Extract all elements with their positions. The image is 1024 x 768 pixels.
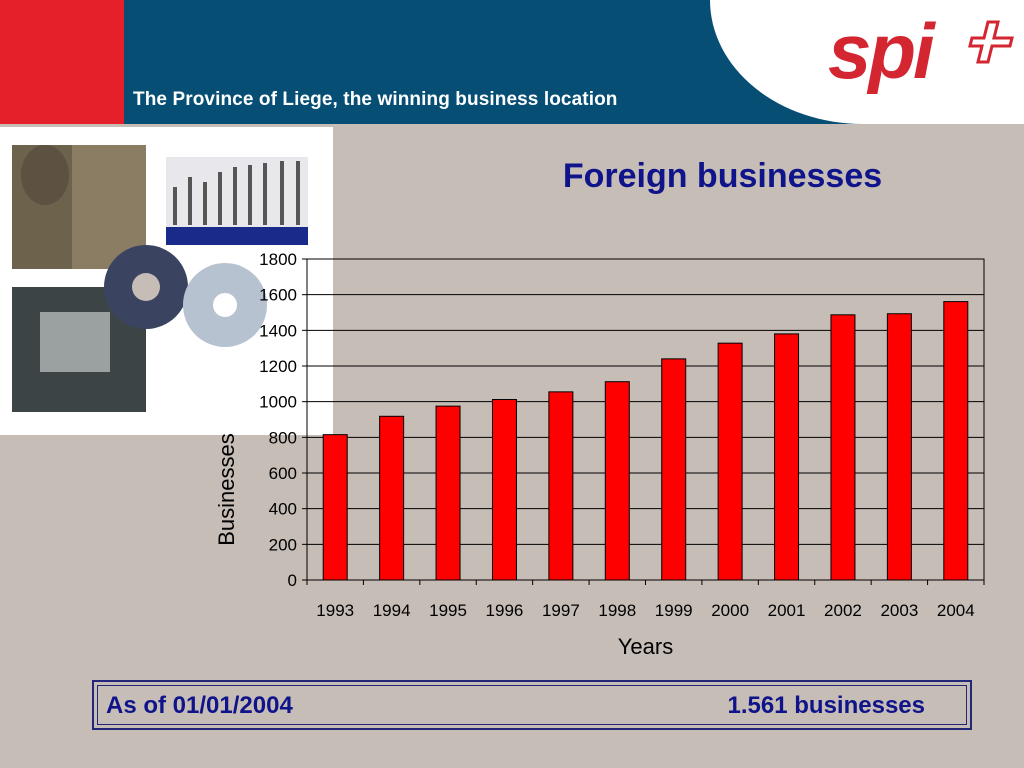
x-tick-label: 1995	[429, 601, 467, 620]
industrial-tools-photo-icon	[12, 145, 308, 412]
x-tick-label: 2003	[880, 601, 918, 620]
bar-2000	[717, 342, 743, 581]
header-red-block	[0, 0, 124, 124]
y-tick-label: 0	[288, 571, 297, 590]
bar-1995	[435, 405, 461, 581]
x-tick-label: 2004	[937, 601, 975, 620]
x-tick-label: 1993	[316, 601, 354, 620]
footer-box: As of 01/01/2004 1.561 businesses	[92, 680, 972, 730]
x-tick-label: 2001	[768, 601, 806, 620]
bar-1998	[604, 381, 630, 581]
y-axis-label: Businesses	[214, 433, 239, 546]
bar-2001	[774, 333, 800, 581]
y-tick-label: 200	[269, 535, 297, 554]
plus-icon	[968, 20, 1014, 64]
bar-1999	[661, 358, 687, 581]
bar-1993	[322, 434, 348, 581]
bar-2003	[886, 313, 912, 581]
y-tick-label: 800	[269, 428, 297, 447]
bar-1994	[379, 415, 405, 581]
bar-1996	[491, 399, 517, 581]
x-tick-label: 1994	[373, 601, 411, 620]
header-banner: The Province of Liege, the winning busin…	[0, 0, 1024, 124]
logo-area: spi	[710, 0, 1024, 124]
y-tick-label: 1000	[259, 393, 297, 412]
x-tick-label: 1997	[542, 601, 580, 620]
y-tick-label: 1600	[259, 286, 297, 305]
x-tick-label: 2000	[711, 601, 749, 620]
y-tick-label: 1800	[259, 250, 297, 269]
plot-area	[306, 258, 985, 581]
header-tagline: The Province of Liege, the winning busin…	[133, 89, 618, 110]
chart-title: Foreign businesses	[562, 157, 883, 195]
footer-date: As of 01/01/2004	[106, 692, 293, 719]
x-tick-label: 2002	[824, 601, 862, 620]
photo-collage	[0, 127, 333, 435]
x-axis-label: Years	[618, 634, 673, 659]
bar-2004	[943, 301, 969, 581]
bar-chart: 0 200 400 600 800 1000 1200 1400 1600 1800 1993 199…	[214, 250, 985, 659]
x-tick-label: 1998	[598, 601, 636, 620]
y-tick-label: 1400	[259, 321, 297, 340]
bar-2002	[830, 314, 856, 581]
x-tick-label: 1996	[486, 601, 524, 620]
footer-total: 1.561 businesses	[727, 692, 925, 719]
spi-logo: spi	[828, 7, 935, 95]
y-tick-label: 1200	[259, 357, 297, 376]
y-tick-label: 400	[269, 500, 297, 519]
bar-1997	[548, 391, 574, 581]
x-tick-label: 1999	[655, 601, 693, 620]
y-tick-label: 600	[269, 464, 297, 483]
